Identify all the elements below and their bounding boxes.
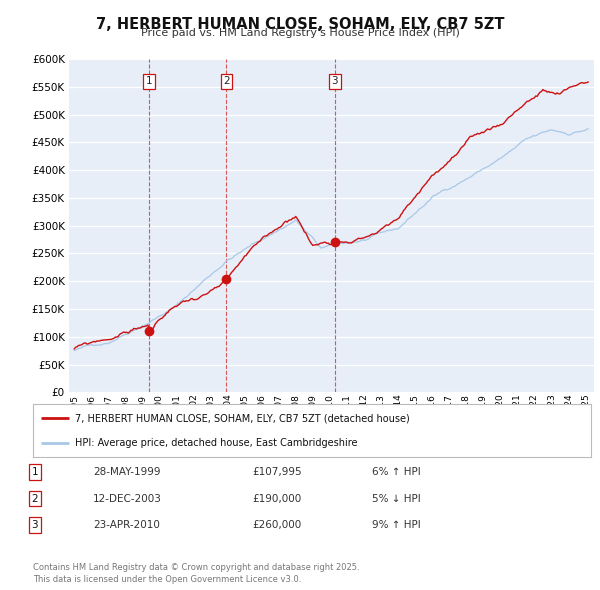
Text: £107,995: £107,995 xyxy=(252,467,302,477)
Text: 2: 2 xyxy=(31,494,38,503)
Text: 1: 1 xyxy=(145,76,152,86)
Text: 28-MAY-1999: 28-MAY-1999 xyxy=(93,467,161,477)
Text: HPI: Average price, detached house, East Cambridgeshire: HPI: Average price, detached house, East… xyxy=(75,438,358,448)
Text: 6% ↑ HPI: 6% ↑ HPI xyxy=(372,467,421,477)
Text: Contains HM Land Registry data © Crown copyright and database right 2025.
This d: Contains HM Land Registry data © Crown c… xyxy=(33,563,359,584)
Text: £260,000: £260,000 xyxy=(252,520,301,530)
Text: 9% ↑ HPI: 9% ↑ HPI xyxy=(372,520,421,530)
Text: 7, HERBERT HUMAN CLOSE, SOHAM, ELY, CB7 5ZT: 7, HERBERT HUMAN CLOSE, SOHAM, ELY, CB7 … xyxy=(96,17,504,31)
Text: 2: 2 xyxy=(223,76,230,86)
Text: 3: 3 xyxy=(31,520,38,530)
Text: 1: 1 xyxy=(31,467,38,477)
Text: 12-DEC-2003: 12-DEC-2003 xyxy=(93,494,162,503)
Text: £190,000: £190,000 xyxy=(252,494,301,503)
Text: 3: 3 xyxy=(332,76,338,86)
Text: Price paid vs. HM Land Registry's House Price Index (HPI): Price paid vs. HM Land Registry's House … xyxy=(140,28,460,38)
Text: 23-APR-2010: 23-APR-2010 xyxy=(93,520,160,530)
Text: 7, HERBERT HUMAN CLOSE, SOHAM, ELY, CB7 5ZT (detached house): 7, HERBERT HUMAN CLOSE, SOHAM, ELY, CB7 … xyxy=(75,414,410,424)
Text: 5% ↓ HPI: 5% ↓ HPI xyxy=(372,494,421,503)
